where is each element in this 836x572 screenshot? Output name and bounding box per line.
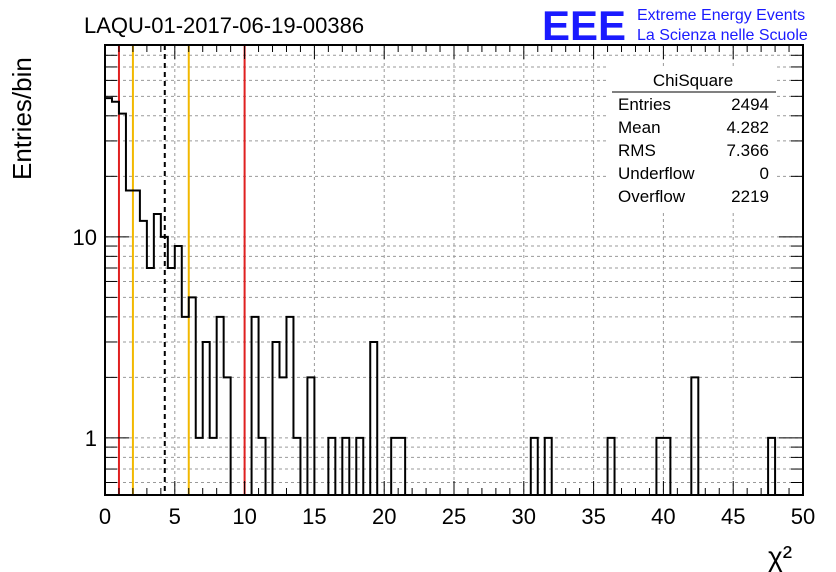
stats-row-value: 2219 xyxy=(731,187,769,206)
histogram-bin xyxy=(293,438,300,495)
histogram-bin xyxy=(203,342,210,495)
stats-box-title: ChiSquare xyxy=(653,71,733,90)
stats-box-rows: Entries 2494 Mean 4.282 RMS 7.366 Underflow 0 Ov… xyxy=(618,95,769,206)
x-tick-label: 45 xyxy=(721,504,745,529)
histogram-bin xyxy=(398,438,405,495)
histogram-bin xyxy=(210,438,217,495)
histogram-bin xyxy=(140,221,147,495)
histogram-bin xyxy=(161,237,168,495)
stats-box-background xyxy=(609,66,777,210)
histogram-bin xyxy=(356,438,363,495)
x-tick-label: 40 xyxy=(651,504,675,529)
reference-lines xyxy=(117,45,246,495)
histogram-bin xyxy=(126,191,133,495)
stats-row-value: 7.366 xyxy=(726,141,769,160)
x-tick-label: 35 xyxy=(581,504,605,529)
histogram-bin xyxy=(273,342,280,495)
histogram-bin xyxy=(391,438,398,495)
eee-logo: EEE Extreme Energy Events La Scienza nel… xyxy=(542,2,808,49)
stats-row-label: Mean xyxy=(618,118,661,137)
stats-row-value: 4.282 xyxy=(726,118,769,137)
histogram-bin xyxy=(133,191,140,495)
x-axis-label: χ² xyxy=(768,541,792,572)
histogram-bin xyxy=(328,438,335,495)
histogram-bin xyxy=(768,438,775,495)
x-tick-label: 5 xyxy=(169,504,181,529)
histogram-bin xyxy=(545,438,552,495)
histogram-bin xyxy=(175,246,182,495)
x-tick-label: 25 xyxy=(442,504,466,529)
x-tick-label: 50 xyxy=(791,504,815,529)
y-tick-label: 10 xyxy=(73,225,97,250)
stats-row-label: Underflow xyxy=(618,164,695,183)
histogram-bin xyxy=(531,438,538,495)
y-axis-ticks: 1 10 xyxy=(73,44,803,484)
histogram-bin xyxy=(370,342,377,495)
histogram-bin xyxy=(189,297,196,495)
histogram-bin xyxy=(112,102,119,495)
histogram-bin xyxy=(259,438,266,495)
histogram-bin xyxy=(105,98,112,495)
histogram-bin xyxy=(154,214,161,495)
histogram-bin xyxy=(342,438,349,495)
histogram-bin xyxy=(147,268,154,495)
histogram-bin xyxy=(656,438,663,495)
stats-row-label: Overflow xyxy=(618,187,686,206)
eee-logo-mark: EEE xyxy=(542,2,626,49)
stats-box: ChiSquare Entries 2494 Mean 4.282 RMS 7.366 Un… xyxy=(609,66,777,210)
histogram-bin xyxy=(224,377,231,495)
histogram-bin xyxy=(280,377,287,495)
x-tick-label: 15 xyxy=(302,504,326,529)
histogram-bin xyxy=(217,317,224,495)
histogram-bin xyxy=(608,438,615,495)
x-tick-label: 20 xyxy=(372,504,396,529)
histogram-bin xyxy=(252,317,259,495)
y-tick-label: 1 xyxy=(85,426,97,451)
x-tick-label: 30 xyxy=(512,504,536,529)
histogram-bin xyxy=(307,377,314,495)
x-axis-ticks: 0 5 10 15 20 25 30 35 40 45 50 xyxy=(99,45,815,529)
eee-logo-line1: Extreme Energy Events xyxy=(637,7,805,24)
stats-row-value: 2494 xyxy=(731,95,769,114)
stats-row-label: RMS xyxy=(618,141,656,160)
x-tick-label: 10 xyxy=(232,504,256,529)
histogram-bin xyxy=(168,268,175,495)
histogram-bin xyxy=(691,377,698,495)
grid xyxy=(104,45,804,495)
stats-row-value: 0 xyxy=(760,164,769,183)
histogram-bin xyxy=(286,317,293,495)
chart-title: LAQU-01-2017-06-19-00386 xyxy=(84,13,364,38)
x-tick-label: 0 xyxy=(99,504,111,529)
histogram-bin xyxy=(663,438,670,495)
y-axis-label: Entries/bin xyxy=(7,57,37,180)
stats-row-label: Entries xyxy=(618,95,671,114)
histogram-bin xyxy=(182,317,189,495)
histogram-bin xyxy=(196,438,203,495)
eee-logo-line2: La Scienza nelle Scuole xyxy=(637,27,808,44)
